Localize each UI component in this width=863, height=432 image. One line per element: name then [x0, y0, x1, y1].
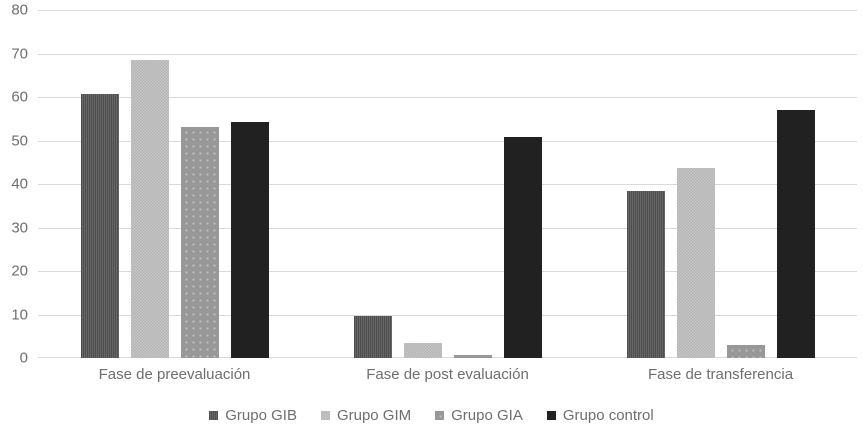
y-tick-label: 10: [11, 306, 28, 323]
bar-grupo-gia-cat1: [453, 355, 492, 358]
gridline: [38, 10, 857, 11]
y-axis: 0 10 20 30 40 50 60 70 80: [0, 3, 28, 366]
bar-grupo-gim-cat1: [403, 343, 442, 358]
bar-group: [38, 10, 311, 358]
bar-grupo-gim-cat0: [130, 60, 169, 358]
bar-grupo-control-cat0: [230, 122, 269, 358]
bar-grupo-gib-cat2: [626, 191, 665, 358]
legend-swatch-icon: [320, 411, 330, 420]
gridline: [38, 97, 857, 98]
gridline: [38, 315, 857, 316]
legend-swatch-icon: [435, 411, 445, 420]
legend-label: Grupo GIB: [225, 407, 297, 424]
bar-grupo-control-cat1: [503, 137, 542, 358]
legend-item: Grupo control: [546, 407, 654, 424]
y-tick-label: 70: [11, 45, 28, 62]
legend-label: Grupo control: [562, 407, 654, 424]
legend: Grupo GIB Grupo GIM Grupo GIA Grupo control: [0, 408, 863, 423]
bar-group: [311, 10, 584, 358]
legend-label: Grupo GIA: [451, 407, 523, 424]
gridline: [38, 54, 857, 55]
legend-swatch-icon: [546, 411, 556, 420]
gridline: [38, 357, 857, 358]
y-tick-label: 80: [11, 1, 28, 19]
bar-groups: [38, 10, 857, 358]
y-tick-label: 60: [11, 88, 28, 106]
y-tick-label: 30: [11, 219, 28, 236]
gridline: [38, 141, 857, 142]
bar-group: [584, 10, 857, 358]
legend-label: Grupo GIM: [336, 407, 412, 424]
bar-grupo-gim-cat2: [676, 168, 715, 358]
legend-item: Grupo GIB: [209, 408, 297, 423]
bar-grupo-gib-cat1: [353, 316, 392, 358]
bar-grupo-gia-cat0: [180, 127, 219, 358]
category-label: Fase de post evaluación: [366, 366, 529, 383]
legend-item: Grupo GIA: [435, 408, 523, 423]
y-tick-label: 40: [11, 175, 28, 193]
y-tick-label: 20: [11, 262, 28, 280]
category-label: Fase de transferencia: [647, 366, 794, 383]
x-axis: Fase de preevaluación Fase de post evalua…: [38, 364, 857, 386]
gridline: [38, 271, 857, 272]
y-tick-label: 50: [11, 132, 28, 149]
bar-grupo-gib-cat0: [80, 94, 119, 358]
bar-grupo-control-cat2: [776, 110, 815, 358]
plot-area: [38, 10, 857, 358]
legend-item: Grupo GIM: [320, 407, 412, 424]
legend-swatch-icon: [209, 411, 219, 420]
bar-grupo-gia-cat2: [726, 345, 765, 358]
gridline: [38, 228, 857, 229]
y-tick-label: 0: [19, 349, 28, 367]
category-label: Fase de preevaluación: [98, 366, 251, 383]
gridline: [38, 184, 857, 185]
